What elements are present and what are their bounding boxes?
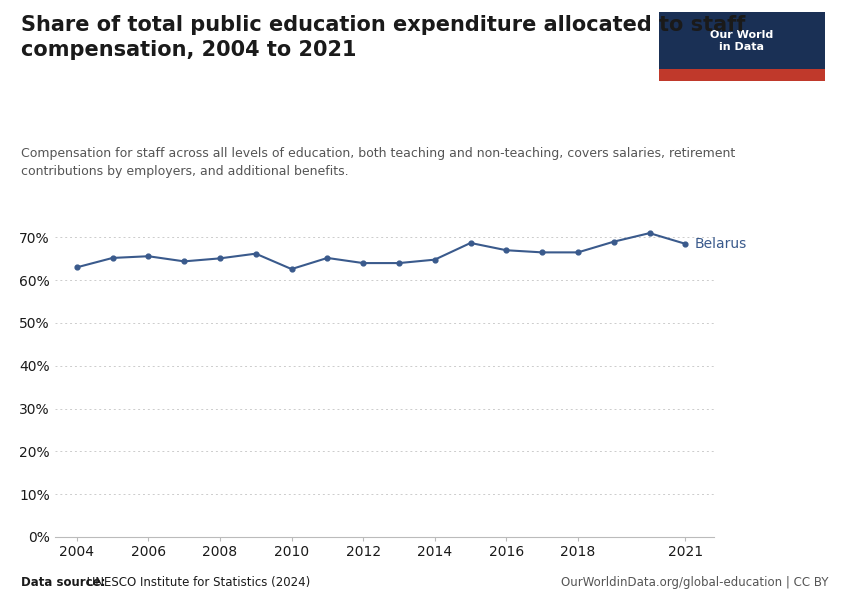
Point (464, 238, 478, 248)
Text: Data source:: Data source: (21, 576, 105, 589)
Point (105, 253, 119, 263)
Point (500, 245, 513, 255)
Text: OurWorldinData.org/global-education | CC BY: OurWorldinData.org/global-education | CC… (561, 576, 829, 589)
Point (678, 239, 692, 248)
Bar (659, 68, 824, 81)
Point (356, 258, 370, 268)
Text: Belarus: Belarus (694, 237, 746, 251)
Point (178, 257, 191, 266)
Text: Our World
in Data: Our World in Data (710, 29, 774, 52)
Point (643, 229, 656, 238)
Text: Share of total public education expenditure allocated to staff
compensation, 200: Share of total public education expendit… (21, 15, 745, 60)
Point (285, 264, 298, 274)
Text: UNESCO Institute for Statistics (2024): UNESCO Institute for Statistics (2024) (83, 576, 310, 589)
Point (428, 255, 441, 265)
Point (571, 248, 585, 257)
Text: Compensation for staff across all levels of education, both teaching and non-tea: Compensation for staff across all levels… (21, 147, 735, 178)
Point (249, 249, 263, 259)
Point (536, 248, 549, 257)
Point (213, 254, 227, 263)
Point (392, 258, 405, 268)
Point (320, 253, 334, 263)
Point (607, 237, 620, 247)
Point (142, 251, 156, 261)
Point (70, 263, 83, 272)
